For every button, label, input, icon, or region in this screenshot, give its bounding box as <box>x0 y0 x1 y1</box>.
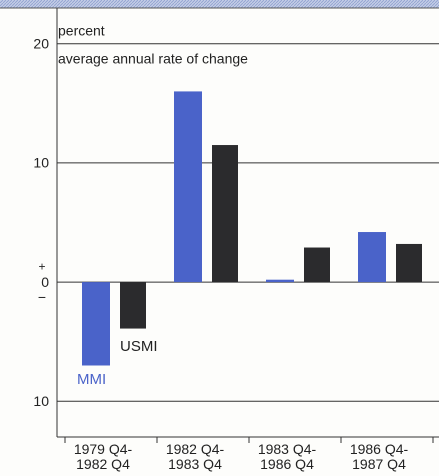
zero-sign: + <box>38 259 45 273</box>
y-tick-label: 20 <box>33 35 49 51</box>
y-tick-label: 0 <box>41 274 49 290</box>
x-tick-label: 1979 Q4- 1982 Q4 <box>73 441 133 472</box>
bar <box>396 243 422 283</box>
bar <box>120 282 146 329</box>
bar <box>358 232 386 283</box>
y-tick-label: 10 <box>33 393 49 409</box>
x-tick-label: 1986 Q4- 1987 Q4 <box>349 441 409 472</box>
series-label: USMI <box>120 338 158 355</box>
top-band <box>0 0 439 8</box>
bar <box>174 91 202 283</box>
y-label: average annual rate of change <box>58 51 248 67</box>
y-label-top: percent <box>58 23 105 39</box>
x-tick-label: 1982 Q4- 1983 Q4 <box>165 441 225 472</box>
bar <box>212 145 238 283</box>
bar <box>82 282 110 366</box>
bar <box>266 279 294 283</box>
y-tick-label: 10 <box>33 155 49 171</box>
x-tick-label: 1983 Q4- 1986 Q4 <box>257 441 317 472</box>
bar <box>304 247 330 283</box>
series-label: MMI <box>77 371 106 388</box>
zero-sign: − <box>38 289 46 305</box>
